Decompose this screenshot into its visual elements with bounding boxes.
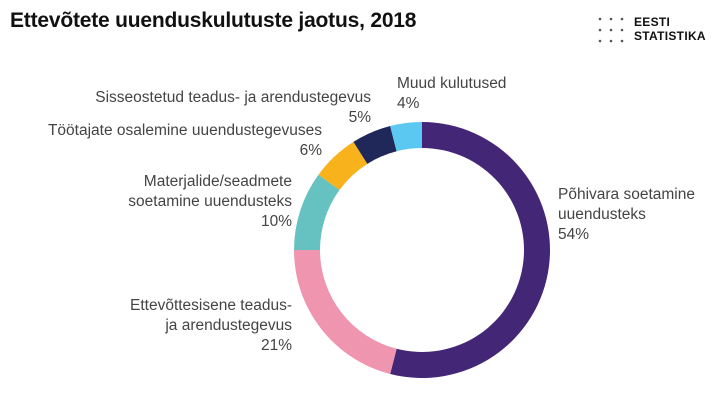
slice-value-label: 4% <box>397 95 420 112</box>
donut-slice-4 <box>318 141 368 191</box>
donut-slice-3 <box>294 174 340 250</box>
slice-category-label: soetamine uuendusteks <box>128 193 292 210</box>
slice-category-label: Töötajate osalemine uuendustegevuses <box>48 122 322 139</box>
logo-line-2: STATISTIKA <box>634 29 706 43</box>
slice-category-label: Ettevõttesisene teadus- <box>130 297 292 314</box>
slice-value-label: 6% <box>300 142 323 159</box>
slice-label-3: Materjalide/seadmete soetamine uuendustek… <box>128 173 292 230</box>
donut-slice-2 <box>294 250 397 374</box>
slice-category-label: Muud kulutused <box>397 75 506 92</box>
donut-slice-6 <box>390 122 422 152</box>
slice-value-label: 5% <box>349 109 372 126</box>
slice-category-label: ja arendustegevus <box>164 317 292 334</box>
donut-slice-1 <box>390 122 550 378</box>
statistics-estonia-logo: EESTI STATISTIKA <box>597 15 717 45</box>
slice-label-4: Töötajate osalemine uuendustegevuses 6% <box>48 122 322 159</box>
slice-label-2: Ettevõttesisene teadus-ja arendustegevus… <box>130 297 292 354</box>
slice-category-label: uuendusteks <box>558 206 646 223</box>
slice-value-label: 54% <box>558 226 589 243</box>
slice-category-label: Sisseostetud teadus- ja arendustegevus <box>95 89 371 106</box>
slice-label-5: Sisseostetud teadus- ja arendustegevus 5% <box>95 89 371 126</box>
slice-labels: Põhivara soetamine uuendusteks 54% Ettevõtt… <box>48 75 695 354</box>
logo-wordmark: EESTI STATISTIKA <box>634 15 706 43</box>
slice-label-6: Muud kulutused 4% <box>397 75 506 112</box>
slice-value-label: 21% <box>261 337 292 354</box>
donut-slice-5 <box>353 126 397 164</box>
donut-slices <box>294 122 550 378</box>
logo-line-1: EESTI <box>634 15 671 29</box>
slice-category-label: Materjalide/seadmete <box>144 173 292 190</box>
slice-value-label: 10% <box>261 213 292 230</box>
chart-title: Ettevõtete uuenduskulutuste jaotus, 2018 <box>10 9 417 32</box>
logo-dots-icon <box>598 17 624 43</box>
slice-category-label: Põhivara soetamine <box>558 186 695 203</box>
slice-label-1: Põhivara soetamine uuendusteks 54% <box>558 186 695 243</box>
